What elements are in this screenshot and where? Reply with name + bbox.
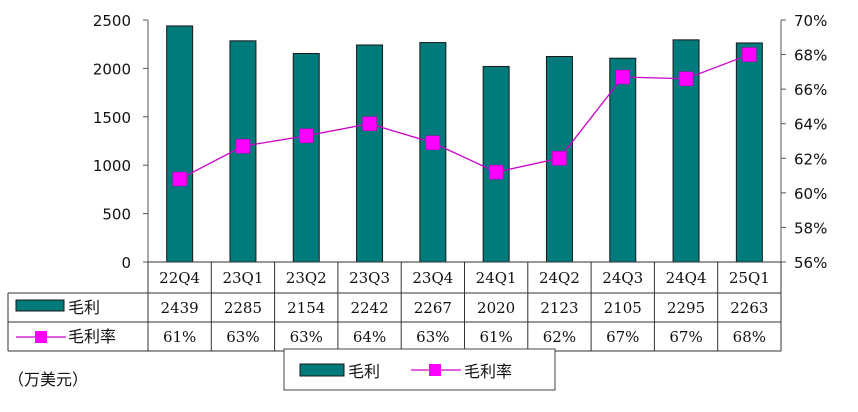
left-tick-label: 2500 bbox=[93, 12, 131, 30]
legend-swatch-bar bbox=[299, 363, 345, 377]
bar bbox=[735, 42, 763, 263]
margin-point bbox=[488, 164, 504, 180]
data-label: 2295 bbox=[667, 299, 705, 317]
category-label: 23Q3 bbox=[349, 269, 390, 287]
margin-point bbox=[235, 138, 251, 154]
data-label: 68% bbox=[733, 328, 766, 346]
margin-point bbox=[552, 151, 567, 166]
data-label: 2123 bbox=[540, 299, 578, 317]
plot-area bbox=[147, 20, 782, 262]
table-series-swatch bbox=[15, 299, 65, 312]
left-tick-label: 1000 bbox=[93, 157, 131, 175]
bar bbox=[419, 42, 447, 263]
margin-point bbox=[362, 116, 377, 131]
right-tick-label: 66% bbox=[794, 81, 827, 99]
right-tick-label: 58% bbox=[794, 219, 827, 237]
margin-point bbox=[678, 71, 694, 87]
category-label: 24Q4 bbox=[666, 269, 707, 287]
unit-note: （万美元） bbox=[8, 370, 88, 389]
margin-point bbox=[425, 135, 441, 150]
data-label: 63% bbox=[290, 328, 323, 346]
category-label: 23Q4 bbox=[412, 269, 453, 287]
legend: 毛利 毛利率 bbox=[283, 348, 556, 391]
data-label: 63% bbox=[226, 328, 259, 346]
data-label: 2020 bbox=[477, 299, 515, 317]
data-label: 61% bbox=[163, 328, 196, 346]
category-label: 23Q1 bbox=[222, 269, 263, 287]
margin-point bbox=[742, 47, 757, 62]
margin-point bbox=[172, 171, 187, 187]
left-tick-label: 500 bbox=[102, 206, 131, 224]
margin-point bbox=[299, 128, 314, 144]
data-label: 67% bbox=[669, 328, 702, 346]
category-label: 24Q2 bbox=[539, 269, 580, 287]
category-label: 22Q4 bbox=[159, 269, 200, 287]
data-label: 2242 bbox=[350, 299, 388, 317]
right-tick-label: 60% bbox=[794, 185, 827, 203]
table-series-swatch bbox=[35, 331, 47, 343]
bar bbox=[482, 65, 510, 263]
data-label: 64% bbox=[353, 328, 386, 346]
legend-label: 毛利率 bbox=[464, 362, 512, 381]
right-tick-label: 62% bbox=[794, 150, 827, 168]
left-tick-label: 1500 bbox=[93, 109, 131, 127]
data-label: 67% bbox=[606, 328, 639, 346]
data-label: 2439 bbox=[161, 299, 199, 317]
data-label: 2267 bbox=[414, 299, 452, 317]
margin-point bbox=[615, 69, 630, 85]
category-label: 24Q3 bbox=[602, 269, 643, 287]
left-tick-label: 2000 bbox=[93, 60, 131, 78]
left-tick-label: 0 bbox=[121, 254, 131, 272]
margin-line bbox=[179, 53, 750, 180]
data-label: 2154 bbox=[287, 299, 325, 317]
legend-label: 毛利 bbox=[348, 362, 380, 381]
right-axis-ticks: 56% 58% 60% 62% 64% 66% 68% 70% bbox=[781, 12, 827, 272]
bar bbox=[356, 44, 384, 263]
bar bbox=[166, 25, 194, 263]
table-series-name: 毛利率 bbox=[68, 327, 116, 346]
data-label: 63% bbox=[416, 328, 449, 346]
left-axis-ticks: 0 500 1000 1500 2000 2500 bbox=[93, 12, 148, 272]
right-tick-label: 56% bbox=[794, 254, 827, 272]
category-label: 25Q1 bbox=[729, 269, 770, 287]
bar bbox=[292, 52, 320, 263]
right-tick-label: 70% bbox=[794, 12, 827, 30]
data-label: 2105 bbox=[604, 299, 642, 317]
data-label: 2263 bbox=[730, 299, 768, 317]
right-tick-label: 68% bbox=[794, 47, 827, 65]
data-label: 2285 bbox=[224, 299, 262, 317]
table-series-name: 毛利 bbox=[68, 298, 100, 317]
category-label: 24Q1 bbox=[476, 269, 517, 287]
data-label: 62% bbox=[543, 328, 576, 346]
line-series bbox=[172, 47, 757, 187]
category-label: 23Q2 bbox=[286, 269, 327, 287]
right-tick-label: 64% bbox=[794, 116, 827, 134]
data-label: 61% bbox=[479, 328, 512, 346]
legend-swatch-marker bbox=[429, 364, 441, 376]
data-table: 22Q4 23Q1 23Q2 23Q3 23Q4 24Q1 24Q2 24Q3 24Q4 25Q1… bbox=[7, 261, 782, 352]
